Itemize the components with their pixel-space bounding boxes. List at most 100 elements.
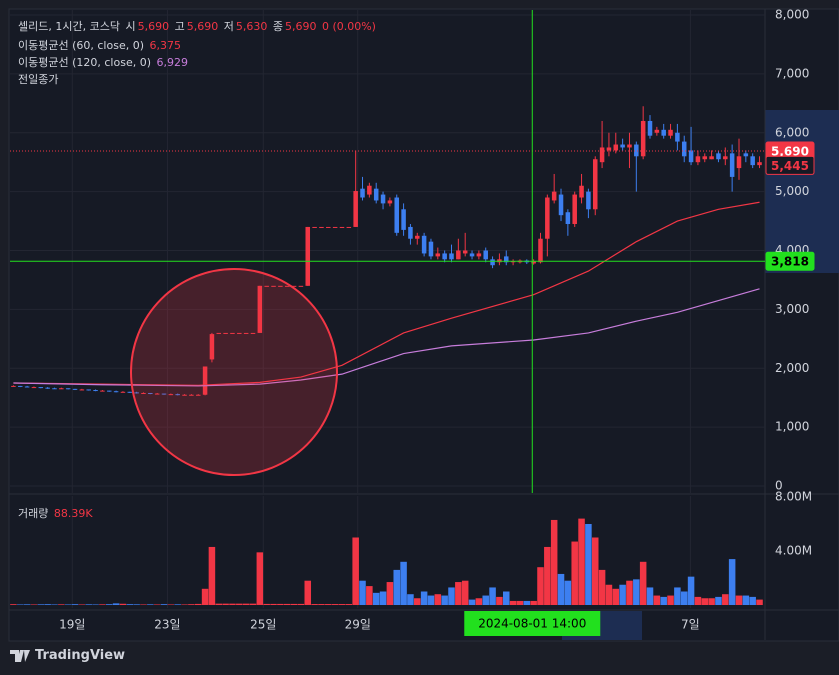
volume-tick-label: 4.00M: [775, 544, 812, 558]
candle-body: [545, 197, 550, 239]
candle-body: [360, 188, 365, 198]
volume-bar: [318, 604, 325, 605]
candle-body: [723, 156, 728, 160]
volume-bar: [407, 594, 414, 605]
volume-bar: [181, 604, 188, 605]
candle-body: [743, 153, 749, 157]
x-tick-label: 7일: [681, 618, 700, 632]
footer: TradingView: [10, 648, 125, 663]
volume-bar: [639, 561, 647, 605]
price-label: 5,690: [771, 145, 809, 159]
volume-pane: [10, 518, 763, 605]
candle-body: [702, 156, 708, 160]
volume-bar: [126, 604, 134, 605]
volume-bar: [550, 519, 558, 605]
volume-bar: [715, 596, 722, 605]
candle-body: [353, 191, 358, 227]
candle-body: [319, 226, 324, 228]
volume-bar: [201, 588, 209, 605]
candle-body: [284, 285, 290, 287]
candle-body: [339, 226, 345, 228]
volume-bar: [338, 604, 346, 605]
candle-body: [243, 332, 249, 334]
candle-body: [11, 385, 16, 387]
volume-bar: [598, 569, 606, 605]
volume-bar: [379, 591, 387, 605]
candle-body: [592, 159, 598, 210]
volume-bar: [523, 600, 531, 605]
candle-body: [237, 332, 242, 334]
volume-bar: [23, 604, 31, 605]
candle-body: [271, 285, 276, 287]
candle-body: [52, 388, 57, 390]
candle-body: [579, 185, 584, 198]
change: 0 (0.00%): [321, 20, 376, 33]
grid: [10, 10, 765, 608]
ma-legend: 이동평균선 (60, close, 0) 6,375: [18, 37, 183, 53]
y-tick-label: 0: [775, 479, 783, 493]
candle-body: [415, 235, 420, 239]
candle-body: [654, 129, 660, 133]
volume-bar: [420, 591, 428, 605]
candle-body: [736, 156, 742, 169]
y-tick-label: 3,000: [775, 302, 809, 316]
volume-bar: [612, 588, 620, 605]
candle-body: [346, 226, 352, 228]
candle-body: [627, 144, 632, 148]
volume-bar: [687, 576, 695, 605]
volume-bar: [277, 603, 284, 605]
candle-body: [45, 387, 50, 389]
volume-bar: [208, 546, 216, 605]
volume-bar: [722, 594, 729, 605]
volume-bar: [174, 604, 181, 605]
volume-bar: [372, 592, 380, 605]
volume-bar: [92, 604, 99, 605]
ohlc-label: 저: [223, 20, 234, 33]
candle-body: [264, 285, 269, 287]
candle-body: [442, 253, 447, 260]
candle-body: [154, 393, 160, 395]
volume-bar: [270, 603, 277, 605]
candle-body: [661, 129, 666, 136]
volume-bar: [236, 603, 243, 605]
candle-body: [640, 120, 646, 157]
y-tick-label: 2,000: [775, 361, 809, 375]
candle-body: [613, 144, 619, 151]
candle-body: [668, 129, 673, 136]
candle-body: [24, 386, 30, 388]
candle-body: [620, 144, 625, 148]
prev-close-legend: 전일종가: [18, 71, 60, 87]
candle-body: [401, 209, 406, 230]
candle-body: [65, 388, 71, 390]
volume-bar: [99, 604, 106, 605]
volume-bar: [331, 604, 339, 605]
moving-average: [13, 288, 760, 387]
candle-body: [373, 188, 379, 201]
volume-bar: [359, 580, 366, 605]
volume-bar: [674, 587, 681, 605]
volume-bar: [475, 598, 483, 605]
ohlc-value: 5,630: [235, 20, 268, 33]
volume-bar: [701, 598, 709, 605]
price-label: 5,445: [771, 159, 809, 173]
volume-bar: [140, 604, 147, 605]
candle-body: [141, 392, 146, 394]
volume-bar: [571, 541, 578, 605]
candle-body: [134, 392, 139, 394]
candle-body: [257, 285, 263, 333]
y-tick-label: 6,000: [775, 125, 809, 139]
candle-body: [305, 226, 311, 286]
candle-body: [332, 226, 338, 228]
candle-body: [394, 197, 399, 233]
crosshair-time-label: 2024-08-01 14:00: [478, 617, 586, 631]
volume-bar: [537, 567, 544, 605]
candle-body: [599, 147, 605, 163]
candle-body: [291, 285, 297, 287]
candle-body: [106, 390, 112, 392]
prev-close-label: 전일종가: [18, 73, 59, 86]
candle-body: [462, 250, 468, 254]
volume-bar: [680, 591, 688, 605]
ma-value: 6,375: [149, 39, 182, 52]
volume-bar: [215, 603, 223, 605]
candle-body: [387, 200, 393, 204]
